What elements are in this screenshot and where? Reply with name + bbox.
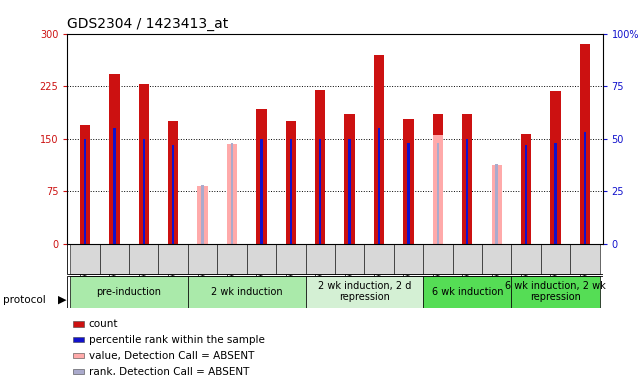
Bar (113, 128, 115, 244)
Bar (584, 132, 586, 244)
Bar (84, 139, 86, 244)
Bar (466, 139, 469, 244)
Bar (260, 139, 263, 244)
Bar (437, 143, 439, 244)
Bar (482, 244, 512, 274)
Text: 6 wk induction, 2 wk
repression: 6 wk induction, 2 wk repression (505, 281, 606, 302)
Bar (72, 321, 85, 327)
Bar (172, 145, 174, 244)
Bar (579, 44, 590, 244)
Text: 2 wk induction, 2 d
repression: 2 wk induction, 2 d repression (318, 281, 411, 302)
Bar (290, 139, 292, 244)
Bar (109, 74, 119, 244)
Bar (453, 244, 482, 274)
Bar (129, 244, 158, 274)
Bar (72, 353, 85, 358)
Bar (247, 244, 276, 274)
Bar (378, 128, 380, 244)
Bar (197, 186, 208, 244)
Bar (423, 244, 453, 274)
Text: 2 wk induction: 2 wk induction (211, 286, 283, 297)
Bar (315, 90, 326, 244)
Bar (72, 369, 85, 374)
Bar (71, 276, 188, 308)
Bar (256, 110, 267, 244)
Bar (423, 276, 512, 308)
Bar (335, 244, 364, 274)
Bar (72, 338, 85, 342)
Text: count: count (88, 319, 118, 329)
Bar (71, 244, 99, 274)
Text: ▶: ▶ (58, 295, 66, 305)
Bar (188, 244, 217, 274)
Bar (495, 164, 498, 244)
Text: percentile rank within the sample: percentile rank within the sample (88, 335, 265, 345)
Bar (492, 165, 502, 244)
Bar (407, 143, 410, 244)
Bar (403, 119, 413, 244)
Bar (462, 114, 472, 244)
Bar (99, 244, 129, 274)
Bar (319, 139, 321, 244)
Bar (512, 244, 541, 274)
Text: value, Detection Call = ABSENT: value, Detection Call = ABSENT (88, 351, 254, 361)
Bar (79, 125, 90, 244)
Bar (286, 121, 296, 244)
Bar (554, 143, 556, 244)
Bar (551, 91, 561, 244)
Bar (217, 244, 247, 274)
Bar (364, 244, 394, 274)
Bar (201, 185, 204, 244)
Text: protocol: protocol (3, 295, 46, 305)
Text: pre-induction: pre-induction (97, 286, 162, 297)
Bar (437, 143, 439, 244)
Bar (227, 144, 237, 244)
Bar (142, 139, 145, 244)
Bar (394, 244, 423, 274)
Bar (158, 244, 188, 274)
Bar (433, 114, 443, 244)
Bar (374, 55, 384, 244)
Text: 6 wk induction: 6 wk induction (431, 286, 503, 297)
Bar (344, 114, 354, 244)
Bar (541, 244, 570, 274)
Text: GDS2304 / 1423413_at: GDS2304 / 1423413_at (67, 17, 229, 32)
Bar (188, 276, 306, 308)
Bar (525, 145, 528, 244)
Bar (168, 121, 178, 244)
Bar (67, 276, 603, 308)
Bar (231, 143, 233, 244)
Bar (512, 276, 599, 308)
Bar (306, 276, 423, 308)
Bar (570, 244, 599, 274)
Bar (138, 84, 149, 244)
Text: rank, Detection Call = ABSENT: rank, Detection Call = ABSENT (88, 367, 249, 375)
Bar (433, 135, 443, 244)
Bar (521, 134, 531, 244)
Bar (276, 244, 306, 274)
Bar (349, 139, 351, 244)
Bar (67, 244, 603, 274)
Bar (306, 244, 335, 274)
